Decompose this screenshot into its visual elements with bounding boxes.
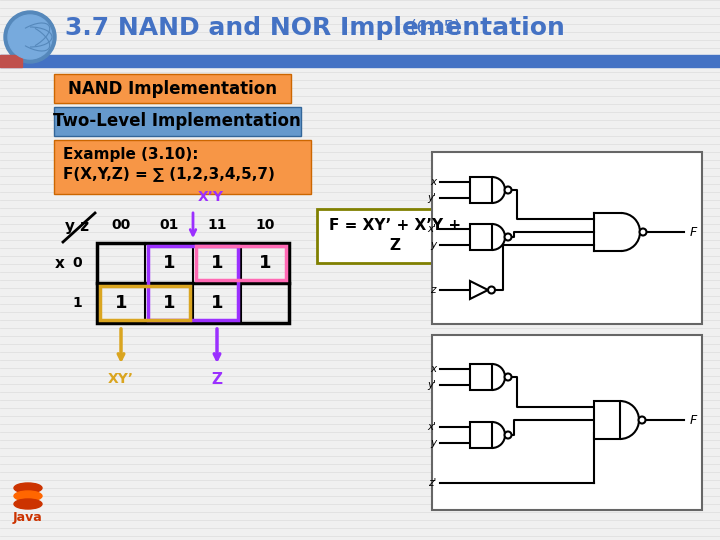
- Bar: [470, 422, 492, 448]
- Bar: [100, 286, 190, 320]
- Text: 1: 1: [163, 294, 175, 312]
- Text: 00: 00: [112, 218, 130, 232]
- Text: Example (3.10):: Example (3.10):: [63, 147, 199, 163]
- Text: y z: y z: [65, 219, 89, 234]
- Text: x: x: [430, 177, 436, 187]
- Text: 1: 1: [258, 254, 271, 272]
- Text: X’Y: X’Y: [198, 190, 224, 204]
- Text: 1: 1: [163, 254, 175, 272]
- Bar: [432, 335, 702, 510]
- Text: XY’: XY’: [108, 372, 134, 386]
- Text: F = XY’ + X’Y +: F = XY’ + X’Y +: [329, 218, 461, 233]
- FancyBboxPatch shape: [54, 140, 311, 194]
- Circle shape: [505, 431, 511, 438]
- Text: x: x: [430, 364, 436, 374]
- Bar: [196, 246, 286, 280]
- Text: 10: 10: [256, 218, 275, 232]
- Text: 11: 11: [207, 218, 227, 232]
- FancyBboxPatch shape: [54, 107, 301, 136]
- Text: F: F: [690, 226, 697, 239]
- Bar: [594, 401, 620, 439]
- Ellipse shape: [14, 483, 42, 493]
- Text: 1: 1: [72, 296, 82, 310]
- Bar: [0, 55, 720, 67]
- Polygon shape: [470, 281, 488, 299]
- Bar: [432, 152, 702, 324]
- Text: z': z': [428, 478, 436, 488]
- Circle shape: [639, 416, 646, 423]
- Text: 3.7 NAND and NOR Implementation: 3.7 NAND and NOR Implementation: [65, 16, 565, 40]
- Text: z: z: [431, 285, 436, 295]
- Text: Two-Level Implementation: Two-Level Implementation: [53, 112, 301, 131]
- Text: y': y': [427, 193, 436, 203]
- Text: x': x': [427, 422, 436, 432]
- Text: y': y': [427, 380, 436, 390]
- Text: y: y: [430, 240, 436, 250]
- Circle shape: [8, 15, 52, 59]
- Circle shape: [488, 287, 495, 294]
- Bar: [97, 243, 289, 323]
- FancyBboxPatch shape: [317, 209, 474, 263]
- Bar: [0, 55, 22, 67]
- FancyBboxPatch shape: [54, 74, 291, 103]
- Bar: [470, 224, 492, 250]
- Text: F(X,Y,Z) = ∑ (1,2,3,4,5,7): F(X,Y,Z) = ∑ (1,2,3,4,5,7): [63, 166, 275, 181]
- Text: F: F: [690, 414, 697, 427]
- Bar: [148, 246, 238, 320]
- Circle shape: [505, 233, 511, 240]
- Text: 1: 1: [211, 294, 223, 312]
- Text: 1: 1: [114, 294, 127, 312]
- Text: 01: 01: [159, 218, 179, 232]
- Text: (6-15): (6-15): [405, 19, 461, 37]
- Text: 0: 0: [72, 256, 82, 270]
- Ellipse shape: [14, 491, 42, 501]
- Text: NAND Implementation: NAND Implementation: [68, 79, 276, 98]
- Bar: [470, 177, 492, 203]
- Ellipse shape: [14, 499, 42, 509]
- Text: x: x: [55, 255, 65, 271]
- Text: x': x': [427, 224, 436, 234]
- Circle shape: [505, 374, 511, 381]
- Text: Java: Java: [13, 511, 43, 524]
- Circle shape: [4, 11, 56, 63]
- Circle shape: [505, 186, 511, 193]
- Text: 1: 1: [211, 254, 223, 272]
- Circle shape: [639, 228, 647, 235]
- Text: y: y: [430, 438, 436, 448]
- Text: Z: Z: [212, 372, 222, 387]
- Text: Z: Z: [390, 238, 400, 253]
- Bar: [470, 364, 492, 390]
